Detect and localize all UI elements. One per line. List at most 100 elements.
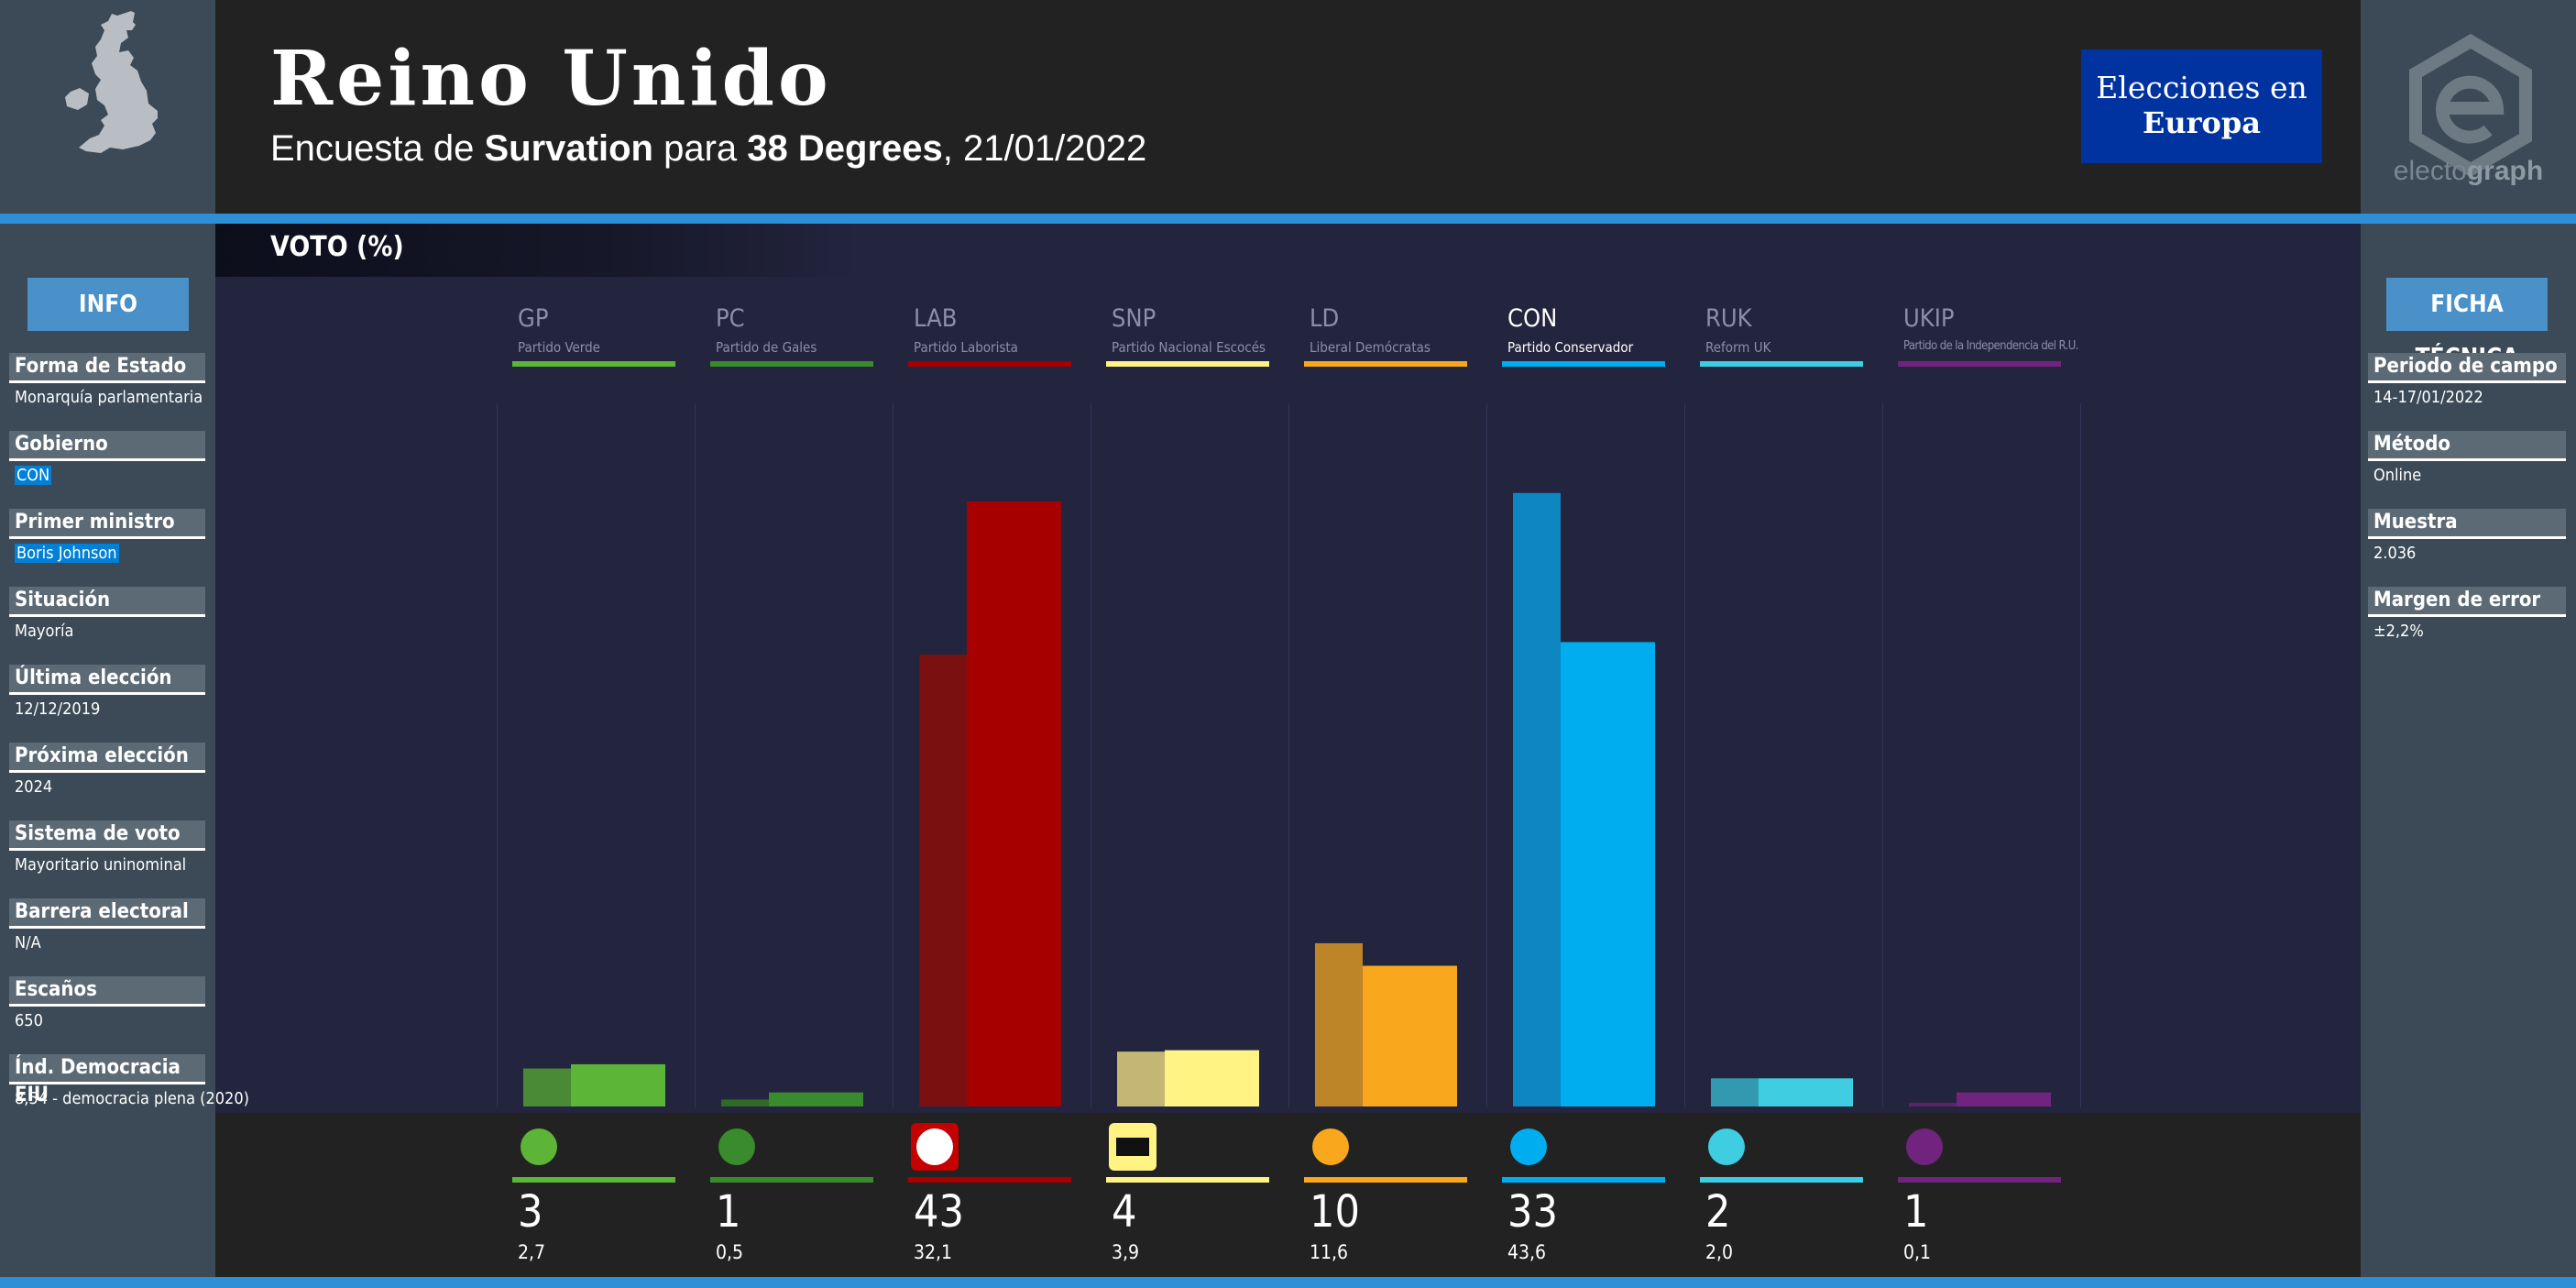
ficha-value: 14-17/01/2022 bbox=[2373, 388, 2483, 407]
info-button[interactable]: INFO bbox=[27, 278, 189, 331]
party-previous-value: 0,5 bbox=[716, 1241, 744, 1263]
party-abbr-ld: LD bbox=[1310, 304, 1340, 333]
section-band bbox=[215, 224, 857, 277]
party-vote-value: 3 bbox=[518, 1186, 543, 1238]
bar-previous-pc bbox=[721, 1099, 769, 1106]
info-value: 650 bbox=[15, 1011, 43, 1030]
ficha-label: Periodo de campo bbox=[2368, 353, 2566, 383]
party-previous-value: 2,7 bbox=[518, 1241, 546, 1263]
party-abbr-con: CON bbox=[1507, 304, 1558, 333]
pollster-name: Survation bbox=[484, 128, 653, 169]
wordmark-suffix: graph bbox=[2466, 156, 2544, 186]
ficha-value: ±2,2% bbox=[2373, 622, 2424, 641]
bar-current-gp bbox=[571, 1063, 665, 1106]
daffodil-logo-icon bbox=[713, 1123, 761, 1171]
party-bottom-rule bbox=[710, 1177, 873, 1183]
party-color-rule bbox=[1106, 361, 1269, 367]
party-abbr-ukip: UKIP bbox=[1903, 304, 1955, 333]
info-label: Sistema de voto bbox=[9, 820, 205, 851]
party-vote-value: 1 bbox=[1903, 1186, 1929, 1238]
party-previous-value: 0,1 bbox=[1903, 1241, 1932, 1263]
party-name: Partido de Gales bbox=[716, 339, 817, 356]
poll-date: , 21/01/2022 bbox=[942, 128, 1147, 169]
party-vote-value: 33 bbox=[1507, 1186, 1558, 1238]
column-separator bbox=[1882, 403, 1883, 1107]
pound-logo-icon bbox=[1901, 1123, 1948, 1171]
party-name: Partido Conservador bbox=[1507, 339, 1634, 356]
party-abbr-pc: PC bbox=[716, 304, 745, 333]
page-subtitle: Encuesta de Survation para 38 Degrees, 2… bbox=[270, 128, 1146, 170]
icon-glyph bbox=[1116, 1138, 1149, 1156]
chart-panel bbox=[215, 224, 2361, 1113]
page-title: Reino Unido bbox=[270, 35, 832, 123]
party-vote-value: 2 bbox=[1705, 1186, 1731, 1238]
bar-current-ld bbox=[1363, 965, 1457, 1106]
info-value-text: 8,54 - democracia plena (2020) bbox=[15, 1089, 249, 1108]
party-color-rule bbox=[710, 361, 873, 367]
bar-previous-ruk bbox=[1711, 1078, 1759, 1106]
bar-current-lab bbox=[967, 501, 1061, 1106]
tree-logo-icon bbox=[1505, 1123, 1552, 1171]
bar-previous-lab bbox=[919, 655, 967, 1106]
column-separator bbox=[1288, 403, 1289, 1107]
ficha-value: 2.036 bbox=[2373, 544, 2417, 563]
section-label: VOTO (%) bbox=[270, 231, 404, 263]
party-color-rule bbox=[1304, 361, 1467, 367]
bar-previous-ld bbox=[1315, 942, 1363, 1106]
party-bottom-rule bbox=[1106, 1177, 1269, 1183]
rose-logo-icon bbox=[911, 1123, 959, 1171]
results-panel bbox=[215, 1113, 2361, 1277]
ficha-label: Margen de error bbox=[2368, 587, 2566, 617]
info-value: Boris Johnson bbox=[15, 544, 119, 563]
column-separator bbox=[1486, 403, 1487, 1107]
party-abbr-gp: GP bbox=[518, 304, 549, 333]
icon-glyph bbox=[1708, 1128, 1745, 1165]
info-value: CON bbox=[15, 466, 52, 485]
party-bottom-rule bbox=[908, 1177, 1071, 1183]
bar-previous-ukip bbox=[1909, 1103, 1957, 1106]
info-label: Escaños bbox=[9, 976, 205, 1007]
party-previous-value: 2,0 bbox=[1705, 1241, 1734, 1263]
column-separator bbox=[2080, 403, 2081, 1107]
party-name: Partido Nacional Escocés bbox=[1112, 339, 1266, 356]
party-previous-value: 43,6 bbox=[1507, 1241, 1547, 1263]
icon-glyph bbox=[521, 1128, 557, 1165]
party-bottom-rule bbox=[1700, 1177, 1863, 1183]
info-value-text: Mayoritario uninominal bbox=[15, 855, 187, 875]
party-previous-value: 32,1 bbox=[914, 1241, 953, 1263]
party-color-rule bbox=[1700, 361, 1863, 367]
info-value-text: 650 bbox=[15, 1011, 43, 1030]
info-value: 2024 bbox=[15, 777, 52, 797]
info-value-text: 12/12/2019 bbox=[15, 699, 101, 719]
info-value: Mayoría bbox=[15, 622, 73, 641]
footer-divider bbox=[0, 1277, 2576, 1288]
subtitle-prefix: Encuesta de bbox=[270, 128, 485, 169]
elecciones-europa-logo[interactable]: Elecciones en Europa bbox=[2081, 50, 2322, 163]
party-vote-value: 43 bbox=[914, 1186, 964, 1238]
info-value-text: CON bbox=[15, 466, 52, 485]
logo-line-2: Europa bbox=[2143, 105, 2261, 140]
party-color-rule bbox=[1898, 361, 2061, 367]
bird-logo-icon bbox=[1307, 1123, 1354, 1171]
header-bar bbox=[215, 0, 2361, 214]
party-bottom-rule bbox=[1304, 1177, 1467, 1183]
electograph-wordmark: electograph bbox=[2361, 156, 2576, 187]
info-value: Mayoritario uninominal bbox=[15, 855, 186, 875]
column-separator bbox=[695, 403, 696, 1107]
party-vote-value: 1 bbox=[716, 1186, 741, 1238]
bar-previous-gp bbox=[523, 1068, 571, 1106]
info-label: Primer ministro bbox=[9, 509, 205, 539]
info-label: Barrera electoral bbox=[9, 898, 205, 929]
bar-current-pc bbox=[769, 1092, 863, 1106]
green-party-logo-icon bbox=[515, 1123, 563, 1171]
info-label: Índ. Democracia EIU bbox=[9, 1054, 205, 1106]
info-label: Situación bbox=[9, 587, 205, 617]
icon-glyph bbox=[1906, 1128, 1943, 1165]
ficha-label: Muestra bbox=[2368, 509, 2566, 539]
bar-current-ukip bbox=[1957, 1092, 2051, 1106]
info-value-text: 2024 bbox=[15, 777, 53, 797]
party-color-rule bbox=[512, 361, 675, 367]
party-abbr-snp: SNP bbox=[1112, 304, 1156, 333]
info-label: Última elección bbox=[9, 665, 205, 695]
